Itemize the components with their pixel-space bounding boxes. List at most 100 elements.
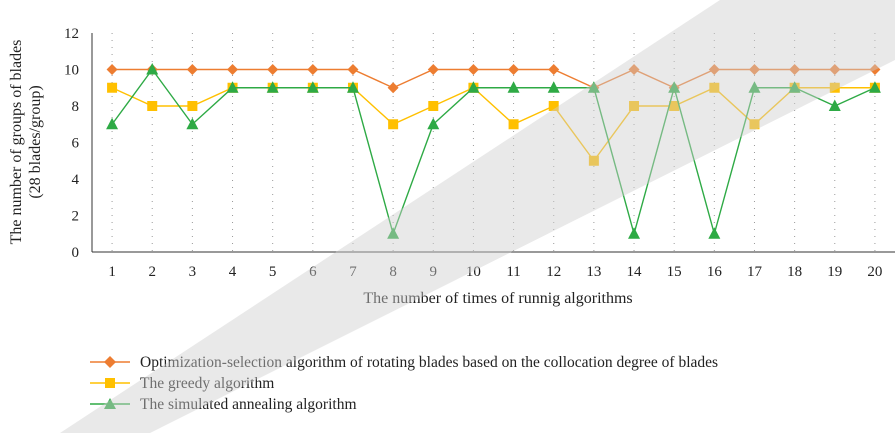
data-point	[226, 81, 239, 93]
data-point	[588, 155, 599, 166]
data-point	[749, 119, 760, 130]
series-line	[111, 86, 875, 162]
data-point	[508, 64, 520, 75]
data-point	[427, 64, 439, 75]
data-point	[829, 82, 840, 93]
data-point	[146, 63, 159, 75]
x-tick-label: 4	[229, 264, 237, 280]
data-point	[428, 101, 439, 111]
data-point	[346, 81, 359, 93]
data-point	[548, 64, 560, 75]
x-tick-labels: 1 2 3 4 5 6 7 8 9 10 11 12 13 14 15 16 17 18 19 20	[108, 264, 882, 280]
data-point	[628, 64, 640, 75]
y-axis-title-line-1: The number of groups of blades	[8, 40, 25, 245]
data-point	[548, 101, 559, 111]
data-point	[227, 64, 239, 75]
x-tick-label: 12	[546, 264, 561, 280]
y-tick-label: 2	[72, 209, 80, 225]
x-axis-title: The number of times of runnig algorithms	[363, 290, 632, 307]
y-axis-title-line-2: (28 blades/group)	[27, 85, 44, 198]
data-point	[387, 82, 399, 94]
legend-item-greedy: The greedy algorithm	[88, 373, 848, 394]
y-tick-label: 0	[72, 245, 80, 261]
data-point	[106, 117, 119, 130]
data-point	[547, 81, 560, 93]
data-point	[508, 119, 519, 130]
x-tick-label: 11	[506, 264, 520, 280]
x-tick-label: 2	[148, 264, 156, 280]
data-point	[869, 64, 881, 75]
y-tick-label: 12	[64, 26, 79, 42]
x-tick-label: 20	[867, 264, 882, 280]
y-tick-label: 6	[72, 136, 80, 152]
x-tick-label: 17	[747, 264, 763, 280]
x-tick-label: 16	[707, 264, 723, 280]
data-point	[267, 64, 279, 75]
data-point	[748, 81, 761, 93]
x-tick-label: 18	[787, 264, 802, 280]
x-tick-label: 9	[430, 264, 438, 280]
x-tick-label: 15	[667, 264, 682, 280]
legend-triangle-icon	[90, 398, 130, 409]
data-point	[789, 64, 801, 75]
series-triangle	[106, 63, 881, 239]
legend-label-greedy: The greedy algorithm	[140, 375, 275, 392]
data-point	[788, 81, 801, 93]
data-point	[186, 117, 199, 130]
data-point	[147, 101, 158, 111]
y-tick-labels: 0 2 4 6 8 10 12	[64, 26, 80, 261]
series-diamond	[106, 64, 881, 94]
legend-diamond-icon	[90, 356, 130, 368]
x-tick-label: 6	[309, 264, 317, 280]
legend-label-annealing: The simulated annealing algorithm	[140, 396, 357, 413]
data-point	[107, 82, 118, 93]
legend-label-optimization: Optimization-selection algorithm of rota…	[140, 354, 719, 371]
x-tick-label: 1	[108, 264, 116, 280]
data-point	[507, 81, 520, 93]
x-tick-label: 7	[349, 264, 357, 280]
data-point	[186, 64, 198, 75]
grid-lines	[111, 33, 876, 252]
data-point	[266, 81, 279, 93]
y-tick-label: 8	[72, 99, 80, 115]
x-tick-label: 5	[269, 264, 277, 280]
x-tick-label: 13	[586, 264, 601, 280]
data-point	[307, 64, 319, 75]
data-point	[829, 64, 841, 75]
data-point	[388, 119, 399, 130]
y-tick-label: 10	[64, 63, 79, 79]
axes	[91, 33, 895, 253]
data-point	[629, 101, 640, 111]
series-line	[111, 68, 876, 237]
data-point	[748, 64, 760, 75]
data-point	[628, 227, 641, 239]
data-point	[669, 101, 680, 111]
data-point	[187, 101, 198, 111]
x-tick-label: 19	[827, 264, 842, 280]
data-point	[709, 82, 720, 93]
x-tick-label: 14	[627, 264, 643, 280]
data-point	[587, 81, 600, 93]
data-point	[347, 64, 359, 75]
legend-square-icon	[90, 378, 130, 388]
data-point	[828, 99, 841, 111]
series-line	[112, 68, 875, 89]
x-tick-label: 3	[189, 264, 197, 280]
legend: Optimization-selection algorithm of rota…	[88, 352, 848, 415]
legend-item-annealing: The simulated annealing algorithm	[88, 394, 848, 415]
legend-item-optimization: Optimization-selection algorithm of rota…	[88, 352, 848, 373]
data-point	[868, 81, 881, 93]
data-point	[106, 64, 118, 75]
data-point	[708, 64, 720, 75]
x-tick-label: 10	[466, 264, 481, 280]
data-point	[668, 81, 681, 93]
data-point	[427, 117, 440, 130]
series-group	[106, 63, 881, 239]
series-square	[107, 82, 880, 166]
x-tick-label: 8	[389, 264, 397, 280]
data-point	[467, 64, 479, 75]
y-tick-label: 4	[72, 172, 80, 188]
data-point	[467, 81, 480, 93]
data-point	[387, 227, 400, 239]
